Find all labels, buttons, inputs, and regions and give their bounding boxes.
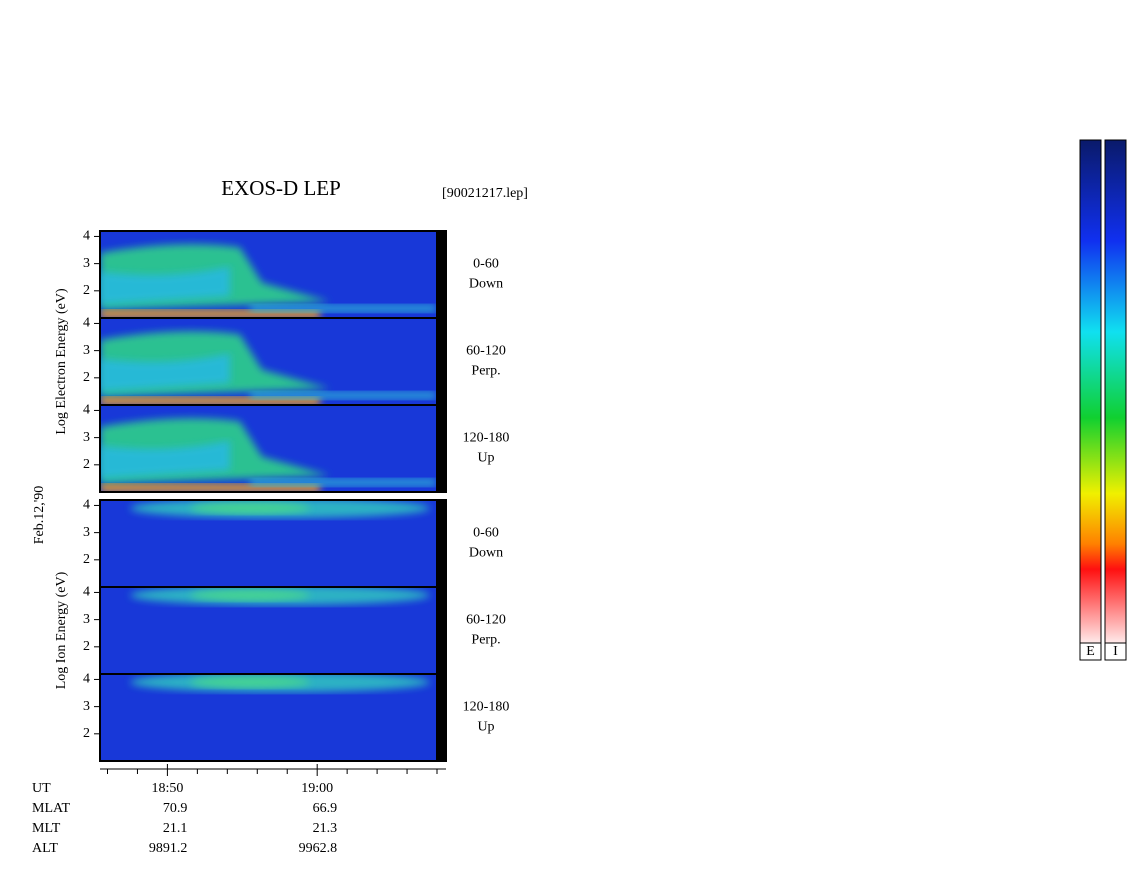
y-axis-label: Log Ion Energy (eV) <box>54 571 69 689</box>
emission <box>250 478 436 487</box>
spectrogram <box>100 587 436 674</box>
y-tick-label: 2 <box>83 726 90 741</box>
orbit-label: ALT <box>32 841 58 856</box>
spectrogram <box>100 500 436 587</box>
edge-strip <box>436 231 446 318</box>
y-tick-label: 4 <box>83 403 90 418</box>
spectrogram <box>100 674 436 761</box>
panel-angle: 0-60 <box>473 257 499 272</box>
emission <box>100 353 230 392</box>
colorbar-label-box <box>1104 642 1127 661</box>
orbit-value: 21.1 <box>163 821 188 836</box>
panel-direction: Perp. <box>471 364 500 379</box>
orbit-label: MLAT <box>32 801 71 816</box>
colorbar-label: I <box>1113 644 1118 659</box>
y-tick-label: 2 <box>83 639 90 654</box>
emission <box>100 483 320 492</box>
emission <box>190 589 310 602</box>
x-tick-label: 18:50 <box>151 781 183 796</box>
y-tick-label: 3 <box>83 343 90 358</box>
colorbar-label: E <box>1086 644 1095 659</box>
emission <box>100 396 320 405</box>
orbit-value: 9962.8 <box>299 841 338 856</box>
panel-angle: 120-180 <box>463 431 510 446</box>
emission <box>100 440 230 479</box>
spectrogram <box>100 231 436 318</box>
orbit-label: MLT <box>32 821 61 836</box>
x-tick-label: 19:00 <box>301 781 333 796</box>
panel-direction: Down <box>469 277 503 292</box>
edge-strip <box>436 500 446 587</box>
date-label: Feb.12,'90 <box>32 486 47 545</box>
panel-angle: 60-120 <box>466 613 506 628</box>
emission <box>250 304 436 313</box>
y-tick-label: 4 <box>83 585 90 600</box>
y-tick-label: 2 <box>83 457 90 472</box>
y-tick-label: 4 <box>83 672 90 687</box>
panel-angle: 0-60 <box>473 526 499 541</box>
y-tick-label: 3 <box>83 699 90 714</box>
edge-strip <box>436 587 446 674</box>
panel-direction: Down <box>469 546 503 561</box>
panel-angle: 60-120 <box>466 344 506 359</box>
spectrogram <box>100 318 436 405</box>
emission <box>190 502 310 515</box>
orbit-label: UT <box>32 781 51 796</box>
spectrogram <box>100 405 436 492</box>
emission <box>100 309 320 318</box>
emission <box>190 676 310 689</box>
title: EXOS-D LEP <box>221 176 341 200</box>
y-tick-label: 3 <box>83 612 90 627</box>
panel-angle: 120-180 <box>463 700 510 715</box>
edge-strip <box>436 674 446 761</box>
file-name: [90021217.lep] <box>442 186 528 201</box>
y-tick-label: 2 <box>83 552 90 567</box>
y-tick-label: 3 <box>83 525 90 540</box>
emission <box>100 266 230 305</box>
colorbar <box>1079 139 1102 646</box>
panel-direction: Up <box>477 451 494 466</box>
edge-strip <box>436 405 446 492</box>
edge-strip <box>436 318 446 405</box>
orbit-value: 70.9 <box>163 801 188 816</box>
y-tick-label: 3 <box>83 256 90 271</box>
orbit-value: 21.3 <box>313 821 338 836</box>
panel-direction: Perp. <box>471 633 500 648</box>
y-tick-label: 2 <box>83 283 90 298</box>
colorbar-label-box <box>1079 642 1102 661</box>
y-axis-label: Log Electron Energy (eV) <box>54 288 69 435</box>
orbit-value: 9891.2 <box>149 841 188 856</box>
y-tick-label: 4 <box>83 229 90 244</box>
y-tick-label: 4 <box>83 498 90 513</box>
colorbar <box>1104 139 1127 646</box>
orbit-value: 66.9 <box>313 801 338 816</box>
y-tick-label: 2 <box>83 370 90 385</box>
y-tick-label: 3 <box>83 430 90 445</box>
panel-direction: Up <box>477 720 494 735</box>
emission <box>250 391 436 400</box>
y-tick-label: 4 <box>83 316 90 331</box>
